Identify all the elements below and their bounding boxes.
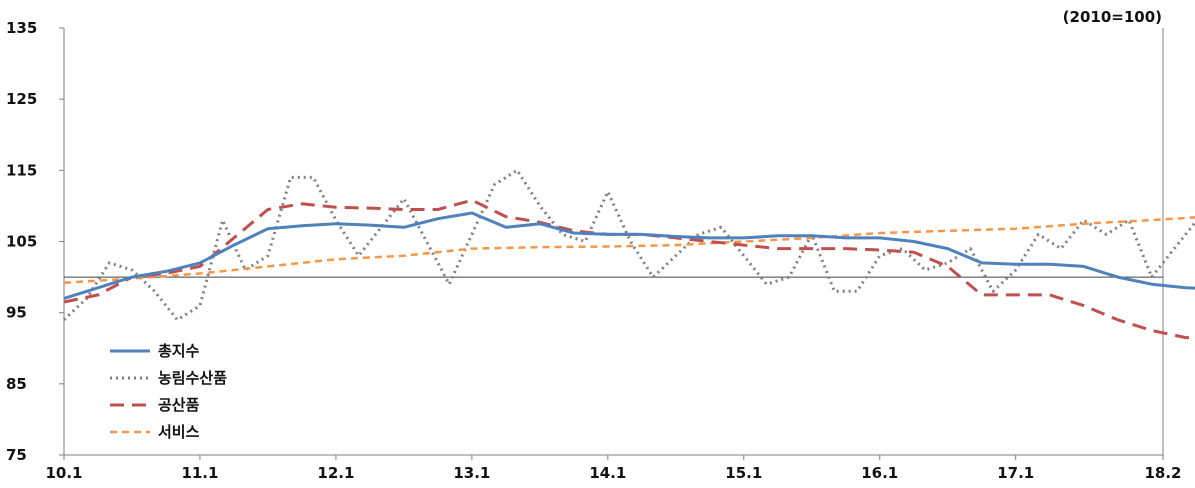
y-tick-label: 75: [6, 446, 27, 464]
x-axis: 10.1 11.1 12.1 13.1 14.1 15.1 16.1 17.1 18.2: [45, 455, 1182, 482]
x-tick-label: 11.1: [181, 464, 218, 482]
series-line-1: [62, 168, 1195, 322]
series-line-3: [63, 216, 1195, 285]
x-tick-label: 18.2: [1144, 464, 1181, 482]
series-layer: [62, 168, 1195, 340]
y-tick-label: 125: [6, 90, 37, 108]
x-tick-label: 15.1: [725, 464, 762, 482]
legend-label-0: 총지수: [158, 342, 200, 360]
x-tick-label: 14.1: [589, 464, 626, 482]
legend-label-2: 공산품: [158, 396, 200, 414]
unit-note: (2010=100): [1063, 8, 1162, 26]
x-tick-label: 10.1: [45, 464, 82, 482]
y-axis: 75 85 95 105 115 125 135: [6, 19, 64, 464]
y-tick-label: 105: [6, 233, 37, 251]
legend-label-1: 농림수산품: [158, 369, 227, 387]
y-tick-label: 135: [6, 19, 37, 37]
x-tick-label: 16.1: [861, 464, 898, 482]
series-line-0: [63, 211, 1195, 300]
y-tick-label: 115: [6, 161, 37, 179]
x-tick-label: 17.1: [997, 464, 1034, 482]
x-tick-label: 13.1: [453, 464, 490, 482]
y-tick-label: 85: [6, 375, 27, 393]
y-tick-label: 95: [6, 304, 27, 322]
series-line-2: [63, 198, 1195, 340]
x-tick-label: 12.1: [317, 464, 354, 482]
legend-label-3: 서비스: [158, 423, 200, 441]
